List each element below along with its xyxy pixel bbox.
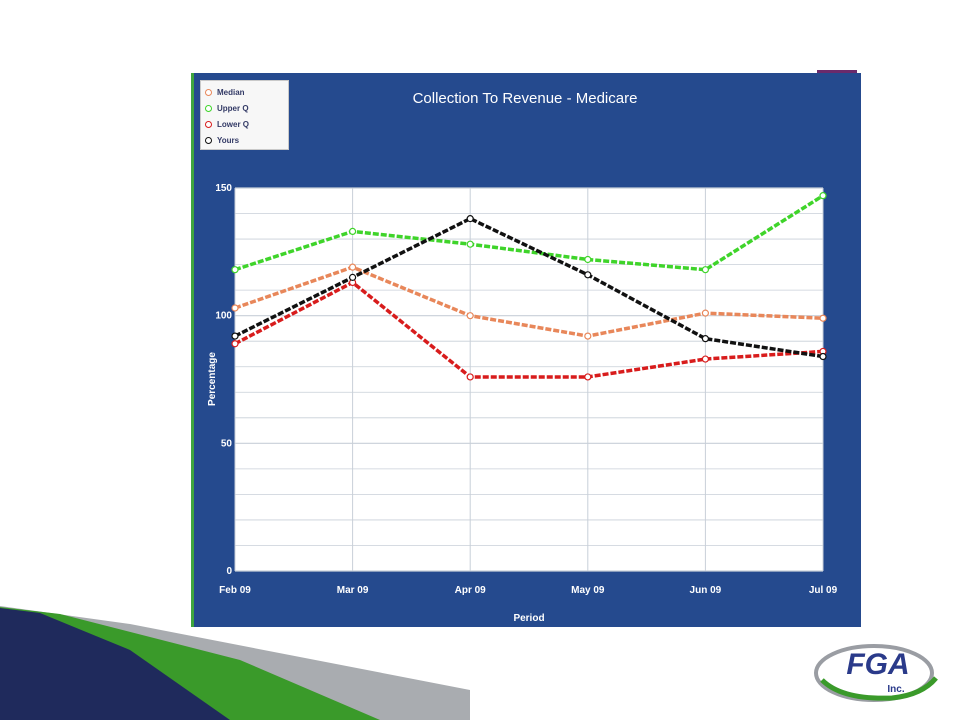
data-point-upper-q xyxy=(466,240,474,248)
data-point-median xyxy=(466,312,474,320)
legend-marker xyxy=(205,88,212,96)
x-tick-label: Jun 09 xyxy=(690,585,722,596)
series-line-upper-q xyxy=(234,194,824,272)
data-point-lower-q xyxy=(466,373,474,381)
data-point-median xyxy=(349,263,357,271)
y-axis-label: Percentage xyxy=(207,352,218,406)
data-point-yours xyxy=(819,352,827,361)
data-point-upper-q xyxy=(819,192,827,200)
line-chart: Collection To Revenue - Medicare 0 50 100 1… xyxy=(207,90,838,624)
legend-marker xyxy=(205,104,212,112)
fga-logo: FGA Inc. xyxy=(814,644,938,702)
chart-title: Collection To Revenue - Medicare xyxy=(413,90,638,107)
legend-label: Lower Q xyxy=(217,119,250,129)
data-point-yours xyxy=(466,215,474,223)
plot-area xyxy=(235,188,823,571)
x-axis-label: Period xyxy=(513,613,544,624)
x-tick-label: Mar 09 xyxy=(337,585,369,596)
data-point-yours xyxy=(349,273,357,281)
x-tick-label: Feb 09 xyxy=(219,585,251,596)
data-point-lower-q xyxy=(584,373,592,381)
y-tick-label: 150 xyxy=(215,183,232,194)
data-point-yours xyxy=(584,271,592,279)
legend-label: Median xyxy=(217,87,245,97)
data-point-lower-q xyxy=(231,340,239,348)
data-point-upper-q xyxy=(231,266,239,274)
chart-panel: Collection To Revenue - Medicare 0 50 100 1… xyxy=(191,73,861,627)
legend-item-lower-q: Lower Q xyxy=(205,116,284,132)
legend-label: Yours xyxy=(217,135,240,145)
series-line-yours xyxy=(234,216,824,359)
data-point-yours xyxy=(231,332,239,340)
legend-item-yours: Yours xyxy=(205,132,284,148)
x-tick-label: Apr 09 xyxy=(455,585,487,596)
legend-marker xyxy=(205,120,212,128)
legend-marker xyxy=(205,136,212,144)
x-tick-label: Jul 09 xyxy=(809,585,838,596)
y-tick-label: 0 xyxy=(226,566,232,577)
data-point-upper-q xyxy=(349,227,357,236)
data-point-median xyxy=(584,332,592,340)
y-tick-labels: 0 50 100 150 xyxy=(215,183,232,577)
y-tick-label: 100 xyxy=(215,311,232,322)
legend-label: Upper Q xyxy=(217,103,249,113)
legend-item-median: Median xyxy=(205,84,284,100)
data-point-upper-q xyxy=(584,255,592,264)
data-point-median xyxy=(701,309,710,317)
series-lines xyxy=(231,192,827,381)
y-tick-label: 50 xyxy=(221,438,233,449)
footer-navy-band xyxy=(0,608,230,720)
data-point-median xyxy=(231,304,239,312)
x-tick-labels: Feb 09 Mar 09 Apr 09 May 09 Jun 09 Jul 09 xyxy=(219,585,837,596)
series-line-lower-q xyxy=(234,280,824,379)
legend-item-upper-q: Upper Q xyxy=(205,100,284,116)
x-tick-label: May 09 xyxy=(571,585,605,596)
logo-subtext: Inc. xyxy=(887,684,904,695)
chart-legend: Median Upper Q Lower Q Yours xyxy=(200,80,289,150)
logo-text: FGA xyxy=(846,648,909,681)
data-point-median xyxy=(819,314,827,322)
corner-tab xyxy=(817,70,857,75)
logo-swoosh-green xyxy=(820,676,938,701)
data-point-lower-q xyxy=(701,355,710,363)
data-point-yours xyxy=(701,335,710,343)
data-point-upper-q xyxy=(701,266,710,274)
